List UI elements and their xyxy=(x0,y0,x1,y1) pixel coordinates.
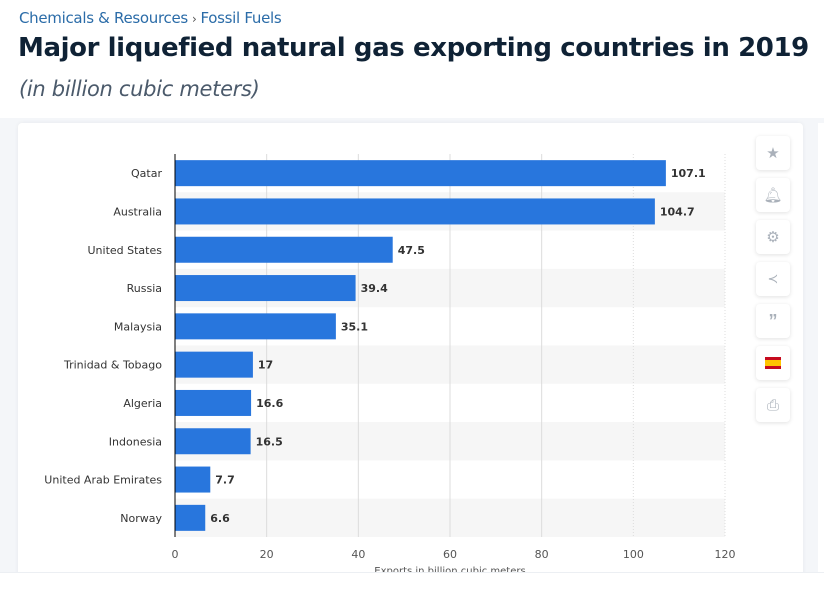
x-tick-label: 0 xyxy=(172,548,179,561)
favorite-button[interactable]: ★ xyxy=(756,136,790,170)
bar xyxy=(175,466,211,493)
bar xyxy=(175,428,251,455)
page-header: Chemicals & Resources › Fossil Fuels Major… xyxy=(0,0,824,118)
print-button[interactable]: ⎙ xyxy=(756,388,790,422)
data-label: 7.7 xyxy=(215,474,235,487)
data-label: 6.6 xyxy=(210,512,230,525)
side-card xyxy=(818,123,824,583)
data-label: 47.5 xyxy=(398,244,425,257)
data-label: 16.6 xyxy=(256,397,283,410)
bar xyxy=(175,504,206,531)
page-title: Major liquefied natural gas exporting co… xyxy=(18,33,809,63)
bar xyxy=(175,160,666,187)
category-label: Indonesia xyxy=(109,435,162,448)
data-label: 17 xyxy=(258,359,273,372)
print-icon: ⎙ xyxy=(766,396,779,414)
star-icon: ★ xyxy=(766,145,780,162)
category-label: Russia xyxy=(127,282,162,295)
bar xyxy=(175,313,336,340)
breadcrumb-item-chemicals[interactable]: Chemicals & Resources xyxy=(19,9,188,27)
x-tick-label: 120 xyxy=(715,548,736,561)
bar xyxy=(175,198,655,225)
breadcrumb: Chemicals & Resources › Fossil Fuels xyxy=(19,9,282,27)
bar xyxy=(175,351,253,378)
share-button[interactable]: ≺ xyxy=(756,262,790,296)
category-label: Australia xyxy=(113,205,162,218)
category-label: United Arab Emirates xyxy=(44,474,162,487)
spain-flag-icon xyxy=(765,357,781,369)
cite-button[interactable]: ” xyxy=(756,304,790,338)
bar xyxy=(175,389,252,416)
x-tick-label: 40 xyxy=(351,548,365,561)
data-label: 104.7 xyxy=(660,205,695,218)
x-tick-label: 60 xyxy=(443,548,457,561)
quote-icon: ” xyxy=(768,310,778,331)
gear-icon: ⚙ xyxy=(766,229,780,246)
bell-icon: 🔔︎ xyxy=(763,187,783,204)
category-label: Norway xyxy=(120,512,162,525)
breadcrumb-separator: › xyxy=(191,12,197,26)
x-tick-label: 100 xyxy=(623,548,644,561)
breadcrumb-item-fossil-fuels[interactable]: Fossil Fuels xyxy=(200,9,282,27)
x-axis-title: Exports in billion cubic meters xyxy=(374,566,525,577)
category-label: Malaysia xyxy=(114,320,162,333)
bar xyxy=(175,236,393,263)
language-button[interactable] xyxy=(756,346,790,380)
x-tick-label: 20 xyxy=(260,548,274,561)
data-label: 39.4 xyxy=(361,282,388,295)
notification-button[interactable]: 🔔︎ xyxy=(756,178,790,212)
category-label: Algeria xyxy=(123,397,162,410)
data-label: 16.5 xyxy=(256,435,283,448)
settings-button[interactable]: ⚙ xyxy=(756,220,790,254)
data-label: 35.1 xyxy=(341,320,368,333)
page-subtitle: (in billion cubic meters) xyxy=(19,77,260,101)
category-label: Trinidad & Tobago xyxy=(63,359,162,372)
share-icon: ≺ xyxy=(767,271,779,286)
bar xyxy=(175,275,356,302)
data-label: 107.1 xyxy=(671,167,706,180)
x-tick-label: 80 xyxy=(535,548,549,561)
category-label: United States xyxy=(88,244,163,257)
footer-bar xyxy=(0,572,824,597)
category-label: Qatar xyxy=(131,167,162,180)
